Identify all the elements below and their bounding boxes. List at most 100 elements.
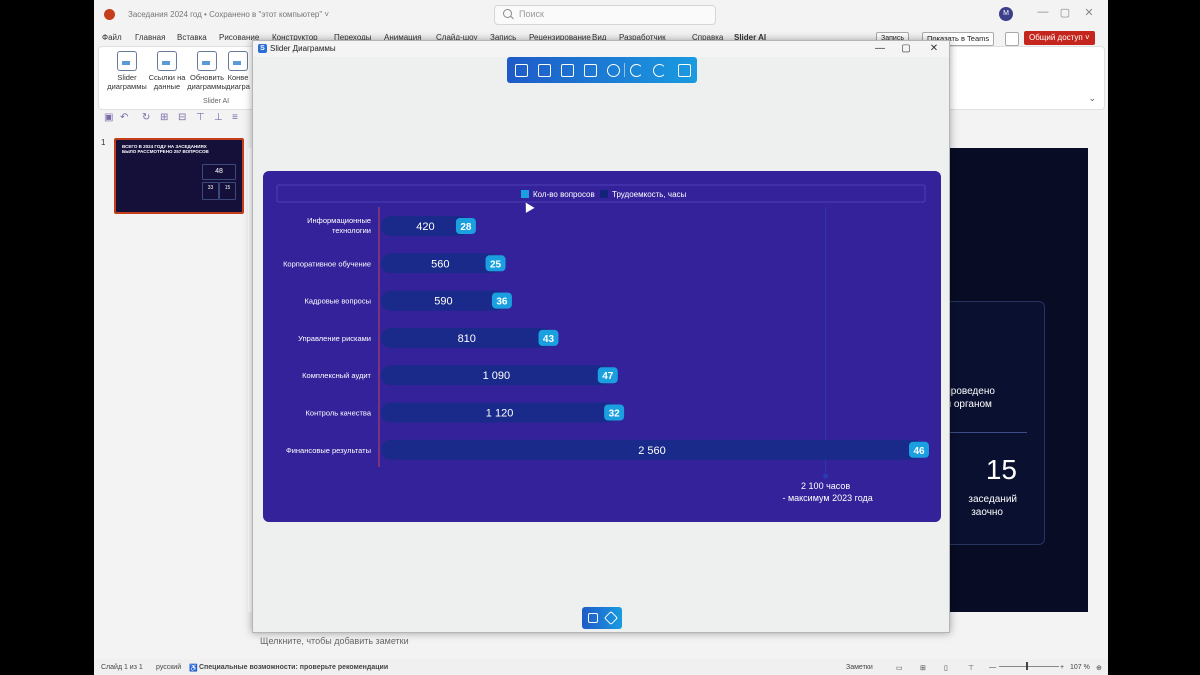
bar-hours bbox=[381, 402, 619, 423]
notes-toggle[interactable]: Заметки bbox=[846, 664, 873, 671]
save-icon[interactable] bbox=[678, 64, 691, 77]
align-icon[interactable]: ⊞ bbox=[160, 112, 169, 123]
category-label: Финансовые результаты bbox=[286, 446, 371, 455]
stat-caption-line2: ым органом bbox=[937, 399, 992, 410]
category-label: Комплексный аудит bbox=[302, 371, 371, 380]
comment-icon[interactable] bbox=[1005, 32, 1019, 46]
category-label: Управление рисками bbox=[298, 334, 371, 343]
accessibility-status[interactable]: Специальные возможности: проверьте реком… bbox=[199, 664, 389, 671]
notes-placeholder[interactable]: Щелкните, чтобы добавить заметки bbox=[260, 636, 409, 646]
tab-insert[interactable]: Вставка bbox=[177, 33, 207, 42]
tab-view[interactable]: Вид bbox=[592, 33, 607, 42]
chart-layout-icon[interactable] bbox=[584, 64, 597, 77]
chart-data-icon[interactable] bbox=[561, 64, 574, 77]
redo-icon[interactable]: ↻ bbox=[142, 112, 151, 123]
search-placeholder: Поиск bbox=[519, 9, 544, 19]
tab-home[interactable]: Главная bbox=[135, 33, 166, 42]
chart-type-icon[interactable] bbox=[515, 64, 528, 77]
chart-settings-icon[interactable] bbox=[538, 64, 551, 77]
convert-charts-button[interactable]: Конве диагра bbox=[223, 51, 253, 91]
reading-view-icon[interactable]: ▯ bbox=[944, 665, 948, 672]
maximize-button[interactable]: ▢ bbox=[1059, 7, 1071, 19]
question-count-label: 25 bbox=[490, 259, 502, 270]
dialog-close-button[interactable]: ✕ bbox=[929, 43, 939, 54]
align-center-icon[interactable]: ⊟ bbox=[178, 112, 187, 123]
bar-hours bbox=[381, 365, 612, 386]
stat2-caption-line2: заочно bbox=[971, 507, 1003, 518]
category-label: Контроль качества bbox=[306, 409, 372, 418]
save-icon[interactable]: ▣ bbox=[104, 112, 114, 123]
zoom-level[interactable]: 107 % bbox=[1070, 664, 1090, 671]
avatar[interactable]: M bbox=[999, 7, 1013, 21]
thumbnail-title: ВСЕГО В 2024 ГОДУ НА ЗАСЕДАНИЯХ БЫЛО РАС… bbox=[122, 144, 209, 154]
stat-divider bbox=[937, 432, 1027, 433]
slide-thumbnail[interactable]: ВСЕГО В 2024 ГОДУ НА ЗАСЕДАНИЯХ БЫЛО РАС… bbox=[114, 138, 244, 214]
minimize-button[interactable]: — bbox=[1037, 6, 1049, 18]
data-links-button[interactable]: Ссылки на данные bbox=[145, 51, 189, 91]
tab-file[interactable]: Файл bbox=[102, 33, 122, 42]
dialog-maximize-button[interactable]: ▢ bbox=[901, 43, 911, 54]
zoom-in-icon[interactable]: + bbox=[1060, 664, 1065, 671]
tab-transitions[interactable]: Переходы bbox=[334, 33, 372, 42]
bar-value-label: 420 bbox=[416, 221, 434, 233]
tab-slideshow[interactable]: Слайд-шоу bbox=[436, 33, 478, 42]
refresh-charts-button[interactable]: Обновить диаграммы bbox=[185, 51, 229, 91]
document-title[interactable]: Заседания 2024 год • Сохранено в "этот к… bbox=[128, 10, 330, 19]
toolbar-divider bbox=[624, 63, 625, 77]
share-button[interactable]: Общий доступ ˅ bbox=[1024, 31, 1095, 45]
collapse-ribbon-icon[interactable]: ⌄ bbox=[1088, 93, 1096, 103]
tab-help[interactable]: Справка bbox=[692, 33, 724, 42]
dialog-minimize-button[interactable]: — bbox=[875, 43, 885, 54]
sorter-view-icon[interactable]: ⊞ bbox=[920, 665, 926, 672]
distribute-icon[interactable]: ⊥ bbox=[214, 112, 223, 123]
zoom-slider-thumb[interactable] bbox=[1026, 662, 1028, 670]
category-label: Корпоративное обучение bbox=[283, 259, 371, 268]
question-count-label: 46 bbox=[913, 446, 925, 457]
accessibility-icon: ♿ bbox=[189, 665, 198, 672]
tab-slider-ai[interactable]: Slider AI bbox=[734, 33, 767, 42]
question-count-badge bbox=[491, 292, 512, 309]
brush-icon[interactable] bbox=[603, 610, 619, 626]
bar-hours bbox=[381, 439, 923, 460]
slideshow-view-icon[interactable]: ⊤ bbox=[968, 665, 975, 672]
question-count-badge bbox=[538, 329, 559, 346]
bar-value-label: 810 bbox=[458, 333, 476, 345]
bar-chart: Кол-во вопросов Трудоемкость, часы 2 100 ч… bbox=[276, 184, 929, 503]
align-top-icon[interactable]: ⊤ bbox=[196, 112, 205, 123]
title-bar: Заседания 2024 год • Сохранено в "этот к… bbox=[94, 0, 1108, 30]
slider-logo-icon: S bbox=[258, 44, 267, 53]
question-count-badge bbox=[604, 404, 625, 421]
slide-dark-panel: 8 о проведено ым органом 15 заседаний за… bbox=[925, 148, 1088, 612]
distribute-vertical-icon[interactable]: ≡ bbox=[232, 112, 238, 123]
zoom-out-icon[interactable]: — bbox=[989, 664, 996, 671]
fit-slide-icon[interactable]: ⊕ bbox=[1096, 665, 1102, 672]
close-button[interactable]: ✕ bbox=[1084, 7, 1094, 19]
zoom-slider[interactable] bbox=[999, 666, 1059, 667]
chart-icon bbox=[117, 51, 137, 71]
chart-card[interactable]: Кол-во вопросов Трудоемкость, часы 2 100 ч… bbox=[263, 171, 941, 522]
search-input[interactable]: Поиск bbox=[494, 5, 716, 25]
tab-design[interactable]: Конструктор bbox=[272, 33, 318, 42]
undo-icon[interactable]: ↶ bbox=[120, 112, 129, 123]
redo-icon[interactable] bbox=[653, 64, 666, 77]
ai-sparkle-icon[interactable] bbox=[607, 64, 620, 77]
dialog-bottom-toolbar bbox=[582, 607, 622, 629]
tab-draw[interactable]: Рисование bbox=[219, 33, 260, 42]
language-indicator[interactable]: русский bbox=[156, 664, 182, 671]
quick-access-toolbar: ▣ ↶ ↻ ⊞ ⊟ ⊤ ⊥ ≡ bbox=[94, 110, 1108, 126]
tab-developer[interactable]: Разработчик bbox=[619, 33, 666, 42]
slider-charts-button[interactable]: Slider диаграммы bbox=[105, 51, 149, 91]
chart-toolbar bbox=[507, 57, 697, 83]
reference-label-line1: 2 100 часов bbox=[801, 481, 850, 491]
normal-view-icon[interactable]: ▭ bbox=[896, 665, 903, 672]
bar-hours bbox=[381, 290, 506, 311]
undo-icon[interactable] bbox=[630, 64, 643, 77]
edit-data-icon[interactable] bbox=[588, 613, 598, 623]
tab-record[interactable]: Запись bbox=[490, 33, 517, 42]
category-label: технологии bbox=[332, 226, 371, 235]
category-label: Информационные bbox=[307, 216, 371, 225]
tab-animation[interactable]: Анимация bbox=[384, 33, 422, 42]
tab-review[interactable]: Рецензирование bbox=[529, 33, 591, 42]
thumbnail-stat-big: 48 bbox=[202, 164, 236, 180]
ribbon-group-label: Slider AI bbox=[203, 98, 230, 105]
